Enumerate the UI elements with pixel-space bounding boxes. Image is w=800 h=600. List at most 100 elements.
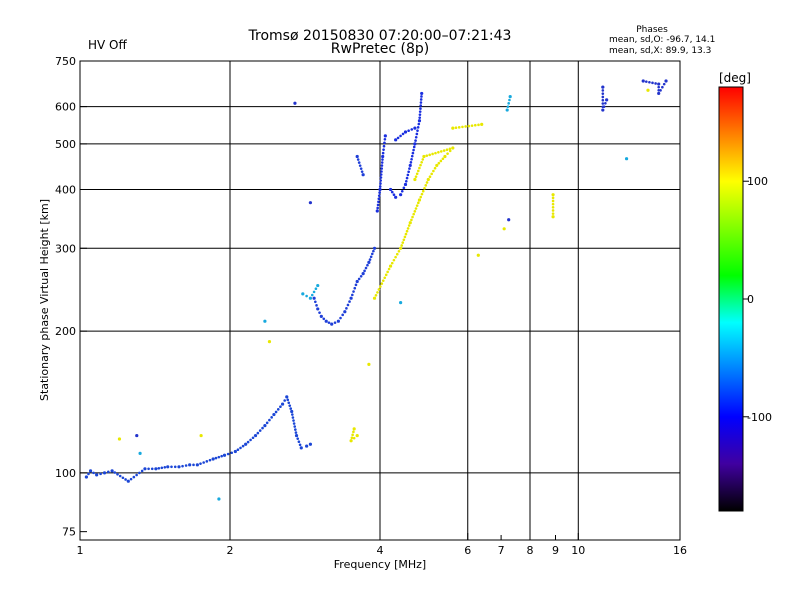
data-point [324, 319, 328, 323]
data-point [217, 497, 221, 501]
data-point [410, 157, 413, 161]
data-point [404, 232, 408, 236]
data-point [249, 438, 252, 442]
data-point [659, 89, 662, 92]
data-point [392, 193, 396, 196]
colorbar-gradient [718, 86, 744, 512]
data-point [425, 154, 429, 157]
data-point [357, 161, 361, 164]
data-points [84, 79, 668, 501]
data-point [263, 424, 267, 428]
data-point [380, 164, 384, 167]
data-point [376, 206, 379, 210]
data-point [434, 151, 437, 155]
data-point [508, 95, 512, 99]
data-point [433, 166, 437, 170]
data-point [318, 311, 321, 314]
data-point [414, 207, 418, 210]
data-point [416, 169, 420, 173]
data-point [374, 293, 378, 297]
data-point [163, 466, 167, 469]
x-tick-label: 6 [464, 544, 471, 557]
data-point [415, 132, 419, 136]
y-tick-label: 400 [55, 183, 76, 196]
series [138, 95, 629, 501]
data-point [641, 79, 645, 83]
data-point [417, 201, 420, 205]
data-point [657, 88, 660, 92]
y-tick-label: 600 [55, 101, 76, 114]
data-point [308, 201, 313, 205]
data-point [370, 252, 374, 256]
data-point [381, 151, 385, 155]
data-point [107, 470, 110, 474]
data-point [294, 431, 298, 434]
data-point [413, 126, 417, 130]
data-point [402, 186, 406, 190]
data-point [416, 129, 419, 132]
data-point [350, 436, 354, 440]
data-point [233, 449, 237, 454]
data-point [293, 425, 297, 428]
y-axis-label: Stationary phase Virtual Height [km] [38, 199, 51, 401]
data-point [299, 446, 303, 450]
data-point [414, 135, 418, 139]
data-point [407, 170, 410, 174]
data-point [348, 300, 351, 303]
data-point [392, 258, 396, 262]
data-point [382, 148, 385, 151]
x-tick-label: 8 [527, 544, 534, 557]
data-point [160, 466, 164, 470]
data-point [407, 224, 411, 227]
grid-lines [80, 61, 680, 540]
data-point [349, 439, 353, 443]
data-point [480, 122, 484, 126]
data-point [448, 149, 452, 153]
data-point [244, 442, 248, 446]
data-point [157, 467, 161, 470]
data-point [372, 249, 375, 253]
data-point [381, 279, 385, 282]
data-point [420, 95, 423, 98]
data-point [403, 182, 408, 187]
data-point [110, 469, 114, 473]
data-point [439, 159, 443, 163]
data-point [415, 204, 419, 207]
data-point [230, 451, 234, 455]
data-point [418, 110, 422, 113]
data-point [261, 426, 264, 430]
data-point [399, 301, 403, 305]
data-point [291, 413, 294, 416]
data-point [239, 446, 242, 450]
data-point [648, 80, 651, 84]
data-point [403, 130, 408, 134]
data-point [349, 296, 353, 300]
data-point [184, 464, 188, 467]
data-point [217, 455, 221, 459]
data-point [319, 314, 323, 318]
series [312, 154, 377, 326]
data-point [356, 158, 360, 161]
data-point [222, 453, 227, 457]
data-point [368, 258, 372, 261]
data-point [417, 198, 422, 202]
data-point [379, 176, 383, 179]
data-point [505, 108, 509, 112]
data-point [355, 433, 359, 438]
data-point [551, 202, 555, 206]
data-point [102, 471, 107, 475]
data-point [645, 80, 648, 83]
data-point [199, 462, 202, 465]
data-point [272, 412, 276, 417]
chart-title: Tromsø 20150830 07:20:00–07:21:43 [248, 28, 512, 44]
data-point [551, 199, 555, 203]
phase-stats-x: mean, sd,X: 89.9, 13.3 [609, 46, 711, 56]
data-point [84, 475, 88, 479]
data-point [355, 279, 359, 284]
data-point [258, 429, 262, 432]
data-point [435, 163, 439, 168]
data-point [290, 409, 294, 414]
data-point [140, 469, 144, 473]
data-point [129, 477, 133, 481]
data-point [378, 185, 382, 188]
